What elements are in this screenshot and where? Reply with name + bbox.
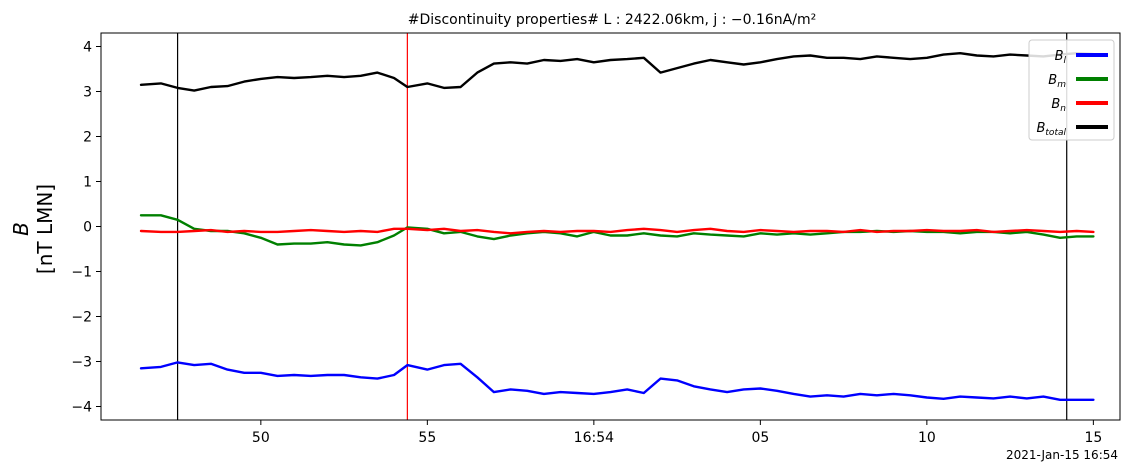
event-markers xyxy=(176,33,1068,420)
series-line-b-total xyxy=(139,52,1095,92)
x-time-label: 2021-Jan-15 16:54 xyxy=(1006,448,1118,462)
y-tick-label: −3 xyxy=(71,355,92,371)
legend-label-main: B xyxy=(1048,73,1057,88)
x-tick-label: 55 xyxy=(418,430,436,446)
y-tick-label: 0 xyxy=(83,220,92,236)
x-tick-label: 15 xyxy=(1084,430,1102,446)
plot-frame xyxy=(100,32,1121,421)
x-axis: 50 55 16:54 05 10 15 xyxy=(252,420,1102,446)
legend-box xyxy=(1028,39,1115,141)
y-axis: 4 3 2 1 0 −1 −2 −3 −4 xyxy=(71,40,101,416)
series-lines xyxy=(139,52,1095,401)
legend-label: Bn xyxy=(1051,97,1066,114)
x-tick-label: 16:54 xyxy=(574,430,614,446)
y-axis-label: B [nT LMN] xyxy=(9,184,57,274)
chart-title-text: #Discontinuity properties# L : 2422.06km… xyxy=(408,12,816,28)
x-tick-label: 50 xyxy=(252,430,270,446)
x-tick-label: 10 xyxy=(918,430,936,446)
legend-label-sub: n xyxy=(1060,104,1066,114)
y-tick-label: 3 xyxy=(83,85,92,101)
y-tick-label: 4 xyxy=(83,40,92,56)
legend-label-sub: m xyxy=(1057,80,1066,90)
legend-label: Btotal xyxy=(1036,121,1066,138)
legend-label-main: B xyxy=(1036,121,1045,136)
y-axis-label-unit: [nT LMN] xyxy=(33,184,57,274)
legend-label-sub: total xyxy=(1045,128,1066,138)
series-line-b-l xyxy=(139,361,1095,401)
legend-label-main: B xyxy=(1051,97,1060,112)
legend-label: Bm xyxy=(1048,73,1066,90)
legend-label-sub: l xyxy=(1063,56,1066,66)
legend-label: Bl xyxy=(1055,49,1067,66)
series-line-b-m xyxy=(139,214,1095,247)
series-line-b-n xyxy=(139,227,1095,235)
y-tick-label: −2 xyxy=(71,310,92,326)
chart-title: #Discontinuity properties# L : 2422.06km… xyxy=(408,12,816,28)
y-axis-label-main: B xyxy=(9,222,33,236)
y-tick-label: −1 xyxy=(71,265,92,281)
x-tick-label: 05 xyxy=(751,430,769,446)
y-tick-label: −4 xyxy=(71,400,92,416)
y-tick-label: 1 xyxy=(83,175,92,191)
y-tick-label: 2 xyxy=(83,130,92,146)
legend-label-main: B xyxy=(1055,49,1064,64)
